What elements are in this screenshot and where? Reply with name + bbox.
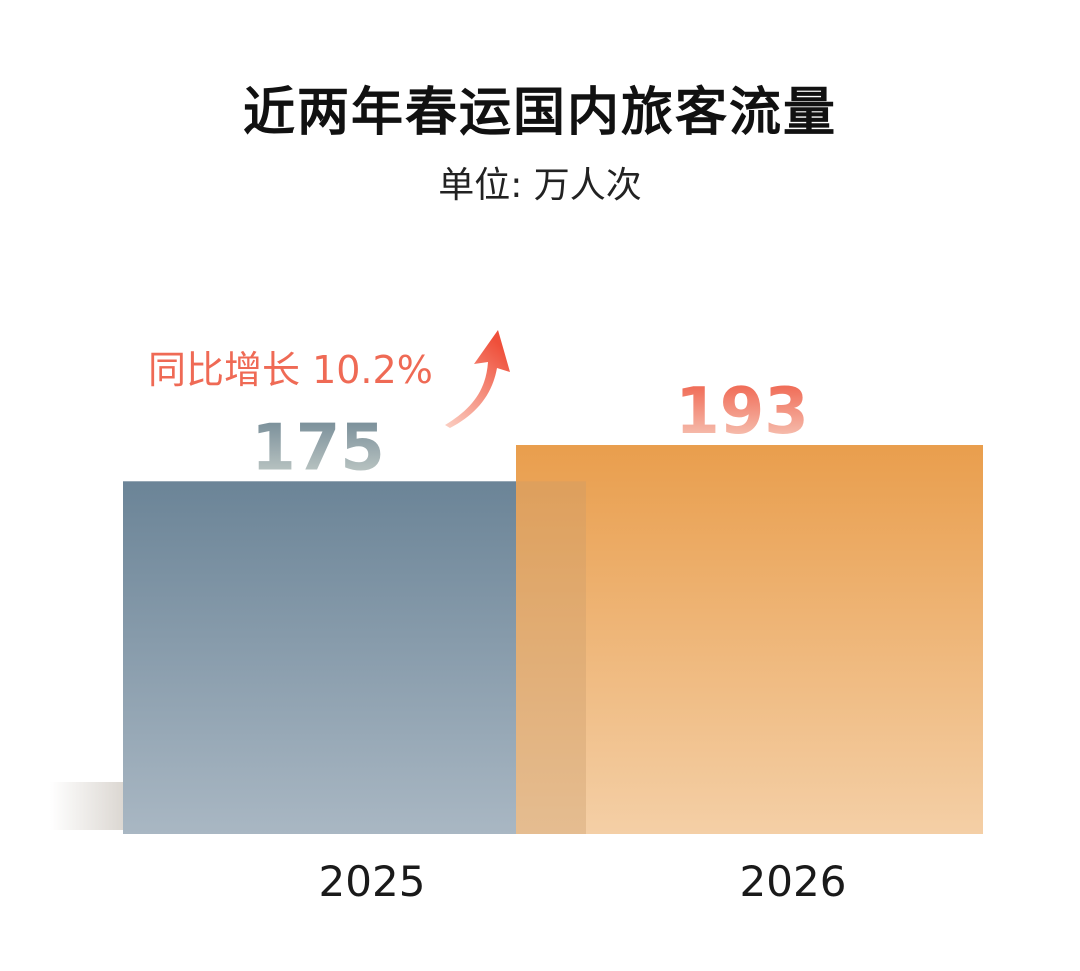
- chart-subtitle: 单位: 万人次: [438, 165, 642, 206]
- ground-shadow: [50, 782, 125, 830]
- bar-2026: [516, 445, 983, 834]
- growth-annotation: 同比增长 10.2%: [148, 348, 433, 392]
- bar-2025: [123, 481, 518, 834]
- chart-title: 近两年春运国内旅客流量: [242, 83, 837, 143]
- growth-arrow-icon: [445, 330, 510, 428]
- bar-overlap-shade: [516, 481, 586, 834]
- value-label-2026: 193: [675, 375, 809, 449]
- x-tick-label-2026: 2026: [740, 857, 847, 906]
- x-tick-label-2025: 2025: [319, 857, 426, 906]
- value-label-2025: 175: [251, 411, 385, 485]
